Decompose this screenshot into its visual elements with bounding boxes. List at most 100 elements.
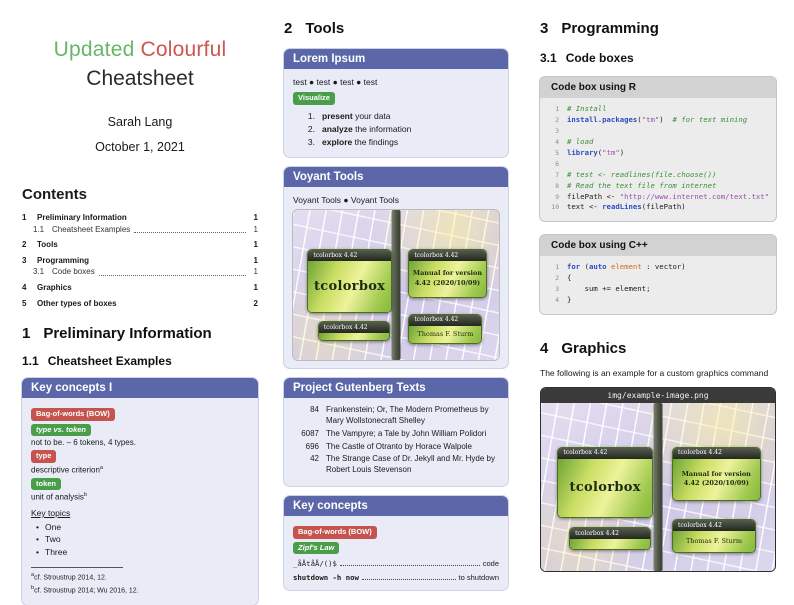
- key-concepts-2-box: Key concepts Bag-of-words (BOW) Zipf's L…: [284, 495, 508, 591]
- toc-entry-tools[interactable]: 2 Tools 1: [22, 239, 258, 251]
- cheatsheet-document: { "titleblock": { "word1": "Updated", "w…: [0, 0, 794, 561]
- key-topic-item: One: [31, 521, 249, 534]
- footnote-marker-b: b: [83, 492, 87, 499]
- r-code-listing: 1 # Install 2 install.packages("tm") # for …: [551, 104, 770, 212]
- key-concepts-1-box: Key concepts I Bag-of-words (BOW) type v…: [22, 378, 258, 605]
- tree-trunk-graphic: [391, 210, 401, 361]
- tcolorbox-main-box: tcolorbox 4.42 tcolorbox: [557, 446, 653, 518]
- figure-filename: img/example-image.png: [541, 388, 775, 404]
- test-items-line: test ● test ● test ● test: [293, 77, 378, 87]
- footnote-b: bcf. Stroustrup 2014; Wu 2016, 12.: [31, 584, 249, 597]
- doc-date: October 1, 2021: [95, 140, 185, 154]
- toc-entry-page: 1: [253, 255, 258, 265]
- toc-entry-number: 1.1: [33, 224, 45, 234]
- step-text: present your data: [322, 110, 391, 121]
- toc-entry-graphics[interactable]: 4 Graphics 1: [22, 282, 258, 294]
- tcolorbox-title-bar: tcolorbox 4.42: [308, 250, 391, 262]
- badge-bag-of-words: Bag-of-words (BOW): [31, 408, 115, 421]
- step-item: 2. analyze the information: [301, 123, 499, 136]
- empty-box-body: [318, 333, 389, 341]
- badge-token: token: [31, 477, 62, 491]
- toc-entry-label: Programming: [37, 255, 90, 265]
- tcolorbox-title-bar: tcolorbox 4.42: [318, 322, 389, 334]
- voyant-tools-box: Voyant Tools Voyant Tools ● Voyant Tools…: [284, 167, 508, 369]
- subsection-title: Cheatsheet Examples: [47, 354, 172, 369]
- gutenberg-title-text: The Vampyre; a Tale by John William Poli…: [326, 428, 487, 438]
- author-name: Sarah Lang: [107, 115, 173, 129]
- section-number: 1: [22, 325, 31, 343]
- example-image: tcolorbox 4.42 tcolorbox tcolorbox 4.42 …: [541, 403, 775, 572]
- section-heading-preliminary-information: 1 Preliminary Information: [22, 325, 258, 342]
- left-column: Updated Colourful Cheatsheet Sarah Lang …: [22, 16, 258, 605]
- toc-entry-number: 1: [22, 213, 27, 222]
- author-name-text: Thomas F. Sturm: [673, 531, 755, 552]
- doc-title-line2: Cheatsheet: [86, 67, 194, 90]
- section-number: 3: [540, 20, 549, 37]
- step-text: explore the findings: [322, 136, 399, 147]
- section-title: Tools: [305, 20, 345, 37]
- toc-entry-page: 2: [253, 298, 258, 308]
- gutenberg-id: 6087: [301, 428, 319, 438]
- toc-entry-preliminary-information[interactable]: 1 Preliminary Information 1: [22, 212, 258, 224]
- section-heading-programming: 3 Programming: [540, 20, 776, 37]
- manual-version-text: Manual for version 4.42 (2020/10/09): [673, 458, 760, 500]
- table-of-contents: 1 Preliminary Information 1 1.1 Cheatshe…: [22, 212, 258, 309]
- toc-entry-code-boxes[interactable]: 3.1 Code boxes 1: [22, 266, 258, 278]
- key-topics-label: Key topics: [31, 507, 71, 518]
- step-item: 1. present your data: [301, 110, 499, 123]
- section-title: Programming: [561, 20, 659, 37]
- toc-entry-label: Graphics: [37, 282, 72, 292]
- middle-column: 2 Tools Lorem Ipsum test ● test ● test ●…: [284, 16, 508, 591]
- toc-entry-number: 5: [22, 298, 27, 308]
- code-box-title: Code box using R: [540, 77, 776, 98]
- subsection-number: 3.1: [540, 51, 557, 65]
- right-column: 3 Programming 3.1 Code boxes Code box us…: [540, 16, 776, 573]
- tcolorbox-title-bar: tcolorbox 4.42: [673, 520, 755, 532]
- type-definition-text: descriptive criterion: [31, 465, 100, 475]
- gutenberg-id: 42: [310, 454, 319, 464]
- gutenberg-id: 84: [310, 405, 319, 415]
- footnote-text: cf. Stroustrup 2014; Wu 2016, 12.: [34, 587, 139, 595]
- box-body: 84 Frankenstein; Or, The Modern Promethe…: [284, 398, 508, 486]
- gutenberg-row: 6087 The Vampyre; a Tale by John William…: [293, 429, 499, 440]
- title-word-colourful: Colourful: [140, 38, 227, 61]
- doc-title-line1: Updated Colourful: [22, 38, 258, 62]
- toc-entry-page: 1: [253, 224, 258, 234]
- toc-entry-other-boxes[interactable]: 5 Other types of boxes 2: [22, 298, 258, 310]
- toc-leader-dots: [134, 232, 246, 234]
- graphics-caption: The following is an example for a custom…: [540, 368, 769, 379]
- code-box-title: Code box using C++: [540, 235, 776, 257]
- toc-entry-cheatsheet-examples[interactable]: 1.1 Cheatsheet Examples 1: [22, 224, 258, 236]
- step-text: analyze the information: [322, 123, 412, 134]
- toc-entry-label: Cheatsheet Examples: [52, 224, 131, 234]
- box-title: Project Gutenberg Texts: [284, 378, 508, 399]
- badge-visualize: Visualize: [293, 92, 335, 105]
- tcolorbox-author-box: tcolorbox 4.42 Thomas F. Sturm: [408, 313, 483, 345]
- dotted-leader: [339, 565, 480, 567]
- token-definition-text: unit of analysis: [31, 492, 84, 502]
- box-body: Bag-of-words (BOW) type vs. token not to…: [22, 398, 258, 604]
- voyant-links-line[interactable]: Voyant Tools ● Voyant Tools: [293, 195, 399, 206]
- steps-list: 1. present your data 2. analyze the info…: [293, 110, 499, 150]
- badge-type: type: [31, 450, 57, 464]
- footnote-text: cf. Stroustrup 2014, 12.: [34, 574, 107, 582]
- box-title: Voyant Tools: [284, 167, 508, 188]
- toc-entry-label: Other types of boxes: [37, 298, 117, 308]
- tcolorbox-logo-text: tcolorbox: [558, 458, 652, 517]
- contents-heading: Contents: [22, 186, 87, 203]
- voyant-screenshot-image: tcolorbox 4.42 tcolorbox tcolorbox 4.42 …: [293, 210, 499, 361]
- gutenberg-row: 84 Frankenstein; Or, The Modern Promethe…: [293, 405, 499, 427]
- box-body: Bag-of-words (BOW) Zipf's Law _åÅtåÅ/()$…: [284, 516, 508, 590]
- toc-entry-label: Tools: [37, 240, 58, 250]
- badge-bag-of-words: Bag-of-words (BOW): [293, 525, 377, 539]
- key-topic-item: Two: [31, 533, 249, 546]
- toc-entry-programming[interactable]: 3 Programming 1: [22, 255, 258, 267]
- tcolorbox-manual-box: tcolorbox 4.42 Manual for version 4.42 (…: [408, 249, 487, 298]
- dotted-leader: [361, 579, 456, 581]
- toc-entry-page: 1: [253, 282, 258, 292]
- toc-leader-dots: [98, 274, 246, 276]
- tcolorbox-title-bar: tcolorbox 4.42: [673, 447, 760, 459]
- code-description: to shutdown: [458, 573, 499, 583]
- type-definition: descriptive criteriona: [31, 465, 249, 475]
- lorem-ipsum-box: Lorem Ipsum test ● test ● test ● test Vi…: [284, 49, 508, 158]
